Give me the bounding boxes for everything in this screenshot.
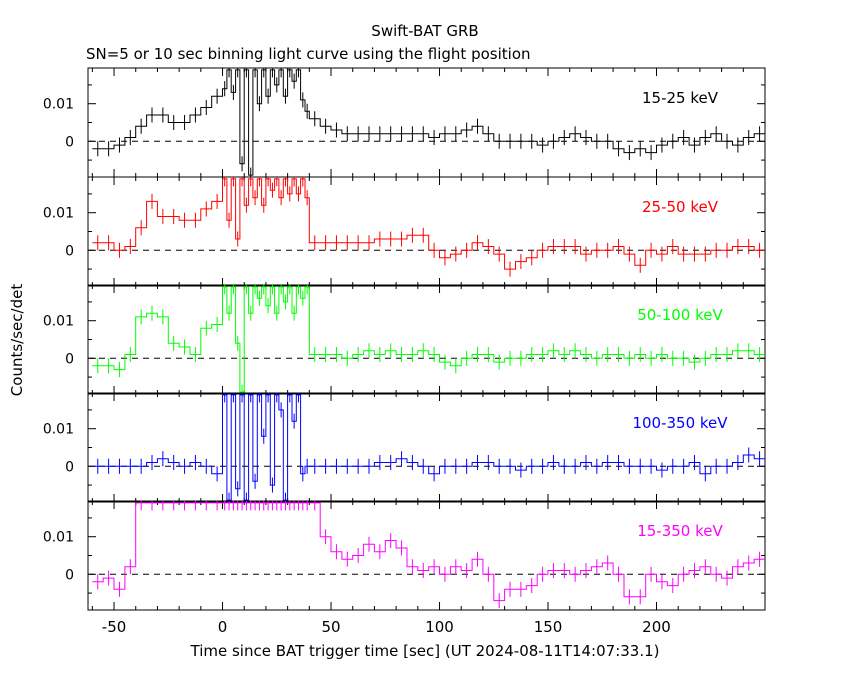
y-tick-label: 0.01 (43, 314, 74, 330)
light-curve-line (92, 286, 765, 393)
panel-2: 0 0.01 50-100 keV (43, 284, 766, 395)
y-tick-label: 0.01 (43, 97, 74, 113)
x-tick-label: 150 (534, 618, 563, 636)
chart-subtitle: SN=5 or 10 sec binning light curve using… (86, 45, 531, 63)
panel-3: 0 0.01 100-350 keV (43, 392, 766, 503)
y-tick-label: 0 (65, 567, 74, 583)
panel-4: 0 0.01 15-350 keV (43, 500, 766, 611)
x-tick-label: -50 (102, 618, 127, 636)
y-axis-label: Counts/sec/det (8, 284, 26, 397)
light-curve-line (92, 69, 765, 176)
x-tick-label: 200 (642, 618, 671, 636)
x-tick-label: 50 (321, 618, 340, 636)
panels-group: 0 0.01 15-25 keV 0 0.01 25-50 keV 0 0.01 50-100 … (43, 67, 766, 636)
panel-frame (87, 284, 766, 395)
panel-frame (87, 500, 766, 611)
band-label: 100-350 keV (632, 414, 728, 432)
chart-title: Swift-BAT GRB (371, 22, 478, 40)
light-curve-line (92, 178, 765, 270)
band-label: 15-25 keV (642, 89, 719, 107)
x-tick-label: 0 (218, 618, 228, 636)
band-label: 25-50 keV (642, 198, 719, 216)
panel-frame (87, 392, 766, 503)
light-curve-line (92, 394, 765, 501)
band-label: 15-350 keV (637, 522, 723, 540)
y-tick-label: 0 (65, 459, 74, 475)
y-tick-label: 0.01 (43, 422, 74, 438)
y-tick-label: 0.01 (43, 206, 74, 222)
y-tick-label: 0 (65, 243, 74, 259)
x-axis-label: Time since BAT trigger time [sec] (UT 20… (190, 642, 660, 660)
band-label: 50-100 keV (637, 306, 723, 324)
panel-0: 0 0.01 15-25 keV (43, 67, 766, 178)
light-curve-line (92, 502, 765, 602)
x-tick-label: 100 (425, 618, 454, 636)
y-tick-label: 0 (65, 351, 74, 367)
panel-1: 0 0.01 25-50 keV (43, 176, 766, 287)
panel-frame (87, 176, 766, 287)
y-tick-label: 0.01 (43, 530, 74, 546)
y-tick-label: 0 (65, 134, 74, 150)
